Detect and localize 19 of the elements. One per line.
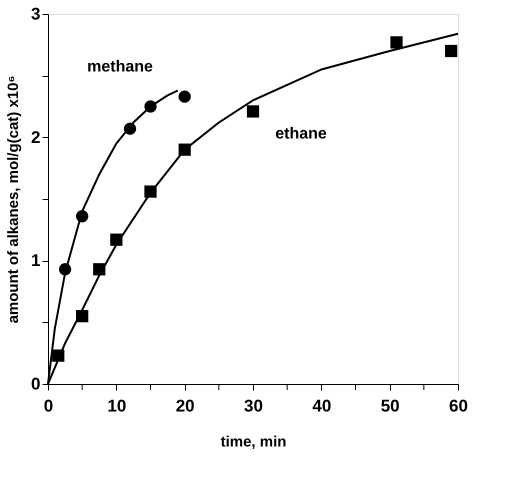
y-axis-title: amount of alkanes, mol/g(cat) x10⁶ — [5, 76, 22, 324]
x-tick-label: 0 — [44, 396, 54, 416]
x-tick-label: 50 — [380, 396, 400, 416]
series-label: methane — [87, 58, 153, 76]
series-label: ethane — [275, 125, 327, 142]
point — [390, 36, 403, 48]
point — [445, 44, 458, 58]
y-tick-label: 0 — [31, 374, 40, 394]
y-tick-label: 3 — [31, 4, 40, 24]
y-tick-label: 1 — [31, 251, 40, 270]
x-tick-label: 10 — [107, 396, 126, 416]
x-tick-label: 20 — [176, 396, 195, 416]
x-axis-title: time, min — [220, 434, 286, 450]
x-tick-label: 40 — [312, 396, 332, 416]
x-tick-label: 60 — [449, 396, 468, 416]
y-tick-label: 2 — [31, 128, 40, 147]
point — [246, 105, 260, 118]
point — [178, 90, 191, 103]
x-tick-label: 30 — [244, 396, 263, 416]
